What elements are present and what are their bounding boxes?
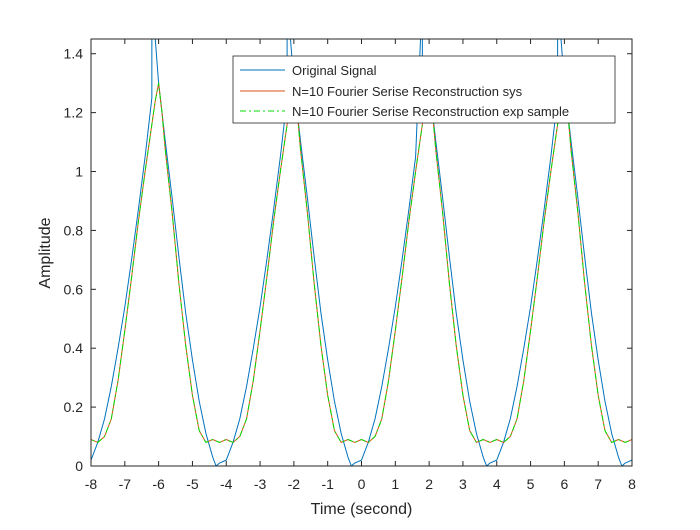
y-axis: 0 0.2 0.4 0.6 0.8 1 1.2 1.4 bbox=[64, 46, 632, 474]
y-tick-label: 0.2 bbox=[64, 399, 84, 415]
series-line-0 bbox=[91, 39, 632, 466]
x-tick-label: 1 bbox=[391, 476, 399, 492]
y-tick-label: 1.4 bbox=[64, 46, 84, 62]
x-tick-label: -2 bbox=[288, 476, 301, 492]
x-tick-label: -3 bbox=[254, 476, 267, 492]
x-tick-label: 4 bbox=[493, 476, 501, 492]
x-tick-label: 7 bbox=[594, 476, 602, 492]
y-tick-label: 0 bbox=[75, 458, 83, 474]
x-tick-label: 8 bbox=[628, 476, 636, 492]
x-axis: -8 -7 -6 -5 -4 -3 -2 -1 0 1 2 3 4 5 6 7 8 bbox=[85, 39, 636, 492]
x-tick-label: -4 bbox=[220, 476, 233, 492]
x-tick-label: 0 bbox=[358, 476, 366, 492]
legend-label-sys: N=10 Fourier Serise Reconstruction sys bbox=[292, 84, 523, 99]
legend-label-exp: N=10 Fourier Serise Reconstruction exp s… bbox=[292, 104, 569, 119]
legend-box bbox=[232, 55, 616, 124]
x-tick-label: -8 bbox=[85, 476, 98, 492]
x-tick-label: -6 bbox=[152, 476, 165, 492]
x-tick-label: 2 bbox=[425, 476, 433, 492]
legend: Original Signal N=10 Fourier Serise Reco… bbox=[232, 55, 616, 124]
x-tick-label: -5 bbox=[186, 476, 199, 492]
y-axis-label: Amplitude bbox=[37, 217, 54, 288]
x-tick-label: 3 bbox=[459, 476, 467, 492]
series-line-2 bbox=[91, 82, 632, 443]
legend-label-original: Original Signal bbox=[292, 63, 377, 78]
series-layer bbox=[91, 39, 632, 466]
x-axis-label: Time (second) bbox=[311, 501, 413, 518]
y-tick-label: 0.6 bbox=[64, 281, 84, 297]
x-tick-label: 5 bbox=[527, 476, 535, 492]
y-tick-label: 0.8 bbox=[64, 222, 84, 238]
y-tick-label: 1.2 bbox=[64, 105, 84, 121]
x-tick-label: -7 bbox=[119, 476, 132, 492]
x-tick-label: 6 bbox=[560, 476, 568, 492]
x-tick-label: -1 bbox=[321, 476, 334, 492]
y-tick-label: 1 bbox=[75, 164, 83, 180]
y-tick-label: 0.4 bbox=[64, 340, 84, 356]
